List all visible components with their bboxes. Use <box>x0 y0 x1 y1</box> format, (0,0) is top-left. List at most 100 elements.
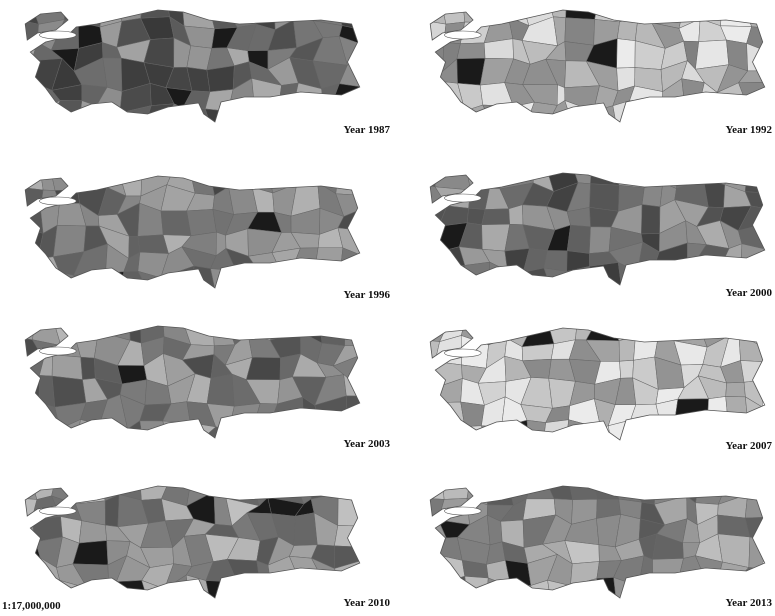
province <box>745 173 765 193</box>
province <box>740 360 765 383</box>
province <box>296 176 318 185</box>
province <box>430 422 440 440</box>
province <box>630 328 659 337</box>
province <box>436 401 466 427</box>
province <box>140 10 170 19</box>
province <box>464 575 489 598</box>
province <box>319 326 346 347</box>
province <box>73 326 99 343</box>
province <box>619 359 634 379</box>
map-label: Year 2003 <box>343 438 390 450</box>
map-label: Year 2013 <box>725 597 772 609</box>
province <box>652 558 684 590</box>
outline <box>24 485 361 599</box>
outline <box>429 9 766 123</box>
province <box>430 173 437 188</box>
province <box>430 59 443 88</box>
province <box>526 419 547 440</box>
province <box>269 578 302 598</box>
provinces <box>25 176 360 288</box>
marmara-sea <box>39 506 77 516</box>
province <box>703 173 730 186</box>
province <box>650 588 688 598</box>
province <box>589 183 620 212</box>
province <box>505 560 532 587</box>
province <box>313 272 341 288</box>
province <box>462 10 491 24</box>
province <box>160 210 192 237</box>
province <box>501 419 529 440</box>
province <box>213 486 227 499</box>
province <box>521 343 555 362</box>
province <box>744 191 765 210</box>
province <box>655 425 682 440</box>
provinces <box>25 326 360 438</box>
province <box>25 224 44 259</box>
province <box>748 536 765 569</box>
map <box>429 485 766 599</box>
province <box>25 83 37 113</box>
province <box>267 422 305 438</box>
province <box>543 419 569 440</box>
map <box>24 325 361 439</box>
province <box>25 417 45 438</box>
provinces <box>430 486 765 598</box>
province <box>226 559 260 583</box>
map-label: Year 1992 <box>725 124 772 136</box>
province <box>78 100 108 122</box>
province <box>589 226 612 254</box>
province <box>224 428 254 438</box>
province <box>255 578 272 598</box>
province <box>594 10 622 23</box>
province <box>436 423 468 440</box>
province <box>456 42 486 60</box>
province <box>481 425 513 440</box>
province <box>233 270 262 288</box>
province <box>227 103 257 122</box>
province <box>430 200 448 227</box>
province <box>293 10 322 21</box>
province <box>25 519 36 546</box>
province <box>591 486 620 500</box>
province <box>716 99 750 122</box>
province <box>25 375 40 408</box>
map-label: Year 1987 <box>343 124 390 136</box>
province <box>186 209 217 237</box>
map-label: Year 2010 <box>343 597 390 609</box>
province <box>430 80 441 100</box>
province <box>269 326 301 341</box>
province <box>25 60 37 91</box>
province <box>246 357 281 380</box>
province <box>50 100 83 122</box>
province <box>744 491 765 519</box>
province <box>430 354 436 389</box>
province <box>460 401 485 427</box>
province <box>566 224 591 254</box>
outline <box>429 485 766 599</box>
province <box>439 99 466 122</box>
province <box>210 268 237 288</box>
province <box>619 10 639 23</box>
province <box>290 271 321 288</box>
map <box>24 175 361 289</box>
province <box>99 424 128 438</box>
province <box>629 98 663 122</box>
province <box>585 328 620 341</box>
province <box>610 328 636 341</box>
marmara-sea <box>444 506 482 516</box>
province <box>247 326 280 341</box>
province <box>313 580 343 598</box>
province <box>275 271 295 288</box>
province <box>654 328 675 342</box>
outline <box>24 325 361 439</box>
province <box>25 486 38 500</box>
province <box>637 585 653 598</box>
province <box>502 101 535 122</box>
province <box>695 39 730 70</box>
province <box>430 387 438 406</box>
province <box>25 40 38 62</box>
province <box>653 264 688 285</box>
province <box>641 204 661 235</box>
province <box>673 418 708 440</box>
province <box>655 398 679 427</box>
